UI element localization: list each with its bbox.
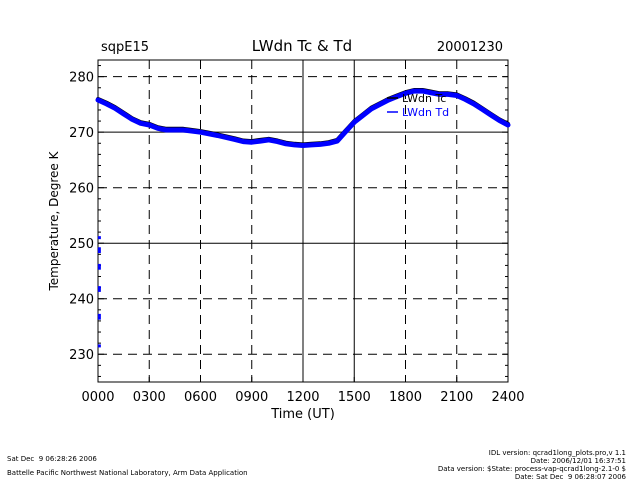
- x-tick-label: 1800: [389, 390, 422, 405]
- y-tick-label: 270: [69, 126, 94, 141]
- x-tick-label: 1500: [338, 390, 371, 405]
- footer-idl-version: IDL version: qcrad1long_plots.pro,v 1.1: [488, 449, 626, 457]
- series-layer: [95, 88, 511, 348]
- data-point: [97, 250, 101, 254]
- x-tick-label: 2400: [491, 390, 524, 405]
- y-tick-label: 230: [69, 348, 94, 363]
- x-tick-labels: 0000 0300 0600 0900 1200 1500 1800 2100 2400: [81, 390, 524, 405]
- data-point: [97, 286, 101, 290]
- data-point: [97, 247, 101, 251]
- footer-idl-date: Date: 2006/12/01 16:37:51: [530, 457, 626, 465]
- x-tick-label: 1200: [286, 390, 319, 405]
- date-label: 20001230: [437, 40, 503, 55]
- footer-data-version: Data version: $State: process-vap-qcrad1…: [437, 465, 626, 473]
- y-tick-label: 240: [69, 293, 94, 308]
- x-tick-label: 0600: [184, 390, 217, 405]
- x-tick-label: 2100: [440, 390, 473, 405]
- x-axis-label: Time (UT): [270, 407, 335, 422]
- data-point: [97, 344, 101, 348]
- y-tick-label: 250: [69, 237, 94, 252]
- site-label: sqpE15: [101, 40, 149, 55]
- y-axis-label: Temperature, Degree K: [47, 150, 61, 291]
- legend-label-td: LWdn Td: [402, 106, 449, 119]
- axis-ticks: [97, 65, 509, 382]
- legend-label-tc: LWdn Tc: [402, 92, 446, 105]
- data-point: [97, 313, 101, 317]
- x-tick-label: 0300: [133, 390, 166, 405]
- y-tick-label: 260: [69, 182, 94, 197]
- footer-data-date: Date: Sat Dec 9 06:28:07 2006: [514, 473, 626, 481]
- footer-timestamp: Sat Dec 9 06:28:26 2006: [7, 455, 97, 463]
- data-point: [97, 288, 101, 292]
- data-point: [97, 263, 101, 267]
- y-tick-labels: 230 240 250 260 270 280: [69, 71, 94, 364]
- data-point: [97, 316, 101, 320]
- legend: LWdn Tc LWdn Td: [387, 92, 449, 119]
- series-line-td: [95, 88, 511, 148]
- data-point: [97, 236, 101, 240]
- y-tick-label: 280: [69, 71, 94, 86]
- x-tick-label: 0000: [81, 390, 114, 405]
- x-tick-label: 0900: [235, 390, 268, 405]
- data-point: [97, 266, 101, 270]
- grid: [98, 60, 508, 382]
- footer-institution: Battelle Pacific Northwest National Labo…: [7, 469, 248, 477]
- chart-title: LWdn Tc & Td: [252, 37, 352, 55]
